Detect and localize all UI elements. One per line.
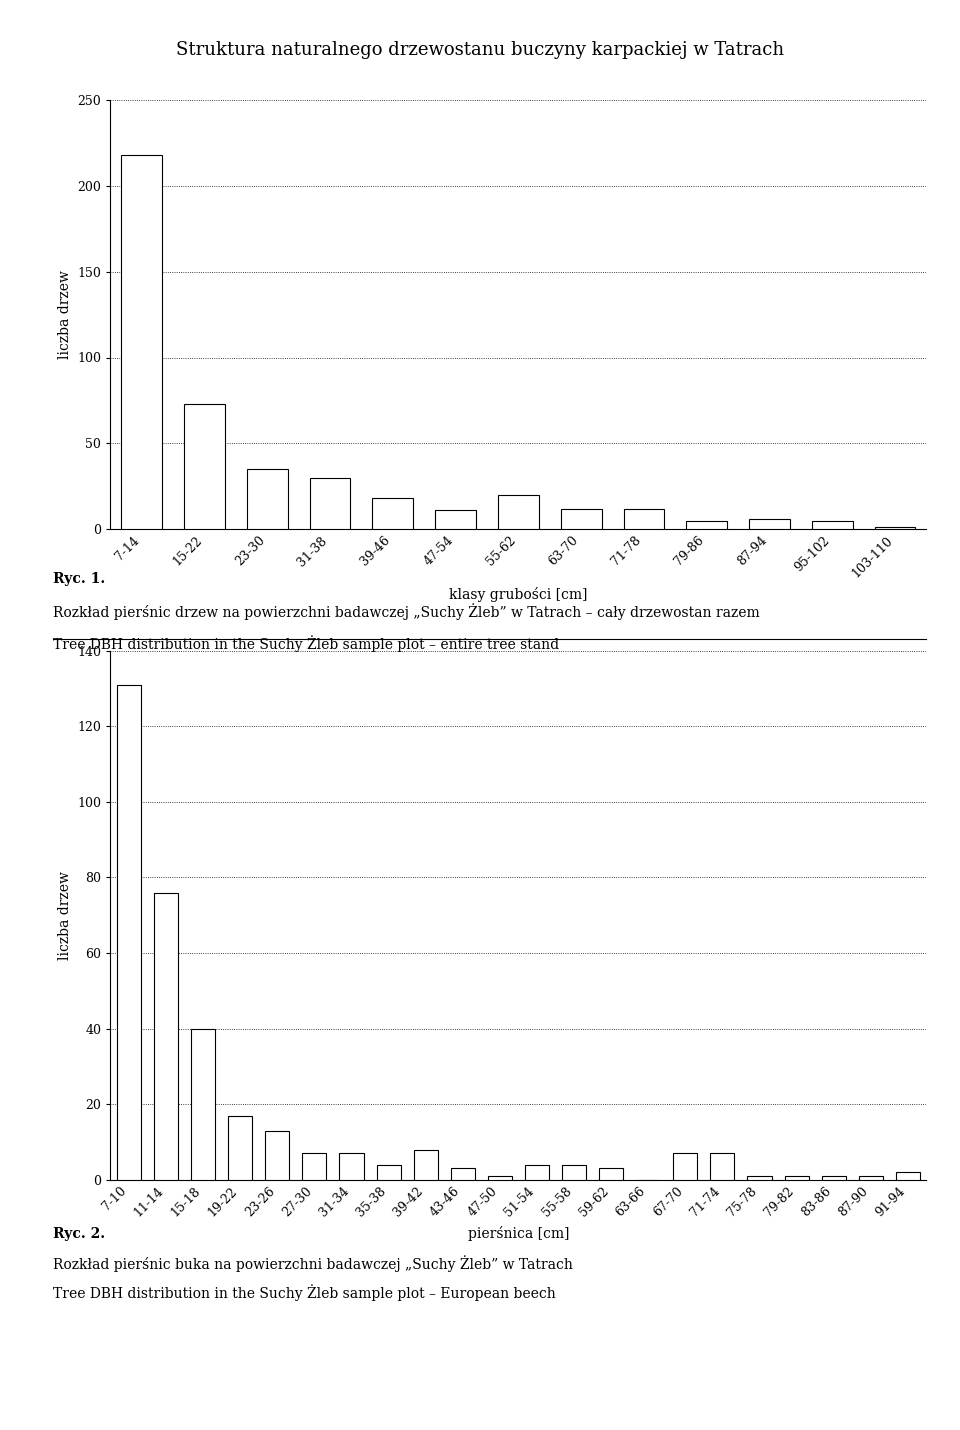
Bar [450,1168,475,1180]
Bar [896,1173,920,1180]
Text: Ryc. 1.: Ryc. 1. [53,572,105,586]
Bar [154,892,179,1180]
Bar [340,1153,364,1180]
Text: Rozkład pierśnic buka na powierzchni badawczej „Suchy Żleb” w Tatrach: Rozkład pierśnic buka na powierzchni bad… [53,1256,573,1273]
Bar [376,1164,400,1180]
Bar [488,1175,512,1180]
Bar [265,1131,289,1180]
Text: Ryc. 2.: Ryc. 2. [53,1227,105,1241]
Text: Struktura naturalnego drzewostanu buczyny karpackiej w Tatrach: Struktura naturalnego drzewostanu buczyn… [176,41,784,60]
Bar [710,1153,734,1180]
Bar [812,521,852,529]
Bar [121,154,162,529]
Bar [184,403,225,529]
Bar [673,1153,697,1180]
Bar [228,1115,252,1180]
Bar [686,521,727,529]
Bar [599,1168,623,1180]
Text: Tree DBH distribution in the Suchy Żleb sample plot – entire tree stand: Tree DBH distribution in the Suchy Żleb … [53,635,559,652]
X-axis label: pierśnica [cm]: pierśnica [cm] [468,1227,569,1241]
Bar [117,685,141,1180]
Bar [247,469,288,529]
Bar [822,1175,846,1180]
Bar [561,509,602,529]
Bar [191,1028,215,1180]
Bar [858,1175,883,1180]
Bar [749,519,790,529]
Text: Tree DBH distribution in the Suchy Żleb sample plot – European beech: Tree DBH distribution in the Suchy Żleb … [53,1284,556,1301]
Bar [498,495,539,529]
Bar [624,509,664,529]
Y-axis label: liczba drzew: liczba drzew [58,871,72,960]
Bar [562,1164,587,1180]
Bar [310,478,350,529]
Y-axis label: liczba drzew: liczba drzew [58,270,72,359]
Bar [525,1164,549,1180]
Bar [372,498,413,529]
Bar [435,511,476,529]
Bar [302,1153,326,1180]
Text: Rozkład pierśnic drzew na powierzchni badawczej „Suchy Żleb” w Tatrach – cały dr: Rozkład pierśnic drzew na powierzchni ba… [53,603,759,621]
Bar [784,1175,808,1180]
X-axis label: klasy grubości [cm]: klasy grubości [cm] [449,586,588,602]
Bar [748,1175,772,1180]
Bar [414,1150,438,1180]
Bar [875,528,916,529]
